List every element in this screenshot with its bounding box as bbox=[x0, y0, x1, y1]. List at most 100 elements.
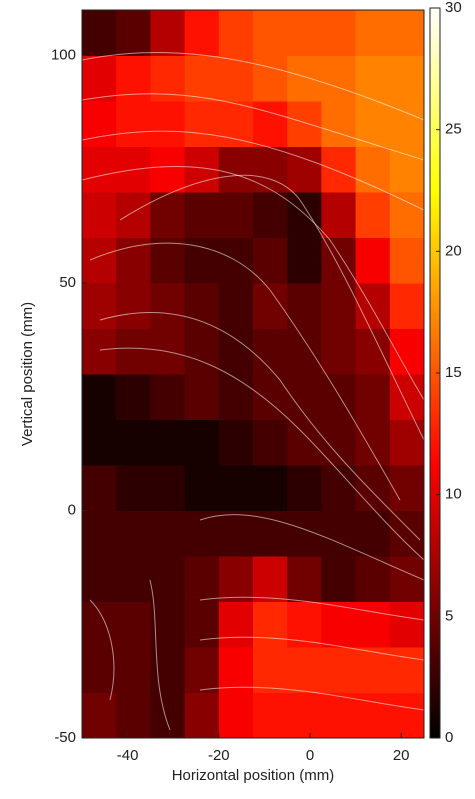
heat-cell bbox=[218, 601, 254, 648]
heat-cell bbox=[218, 510, 254, 557]
heat-cell bbox=[82, 692, 117, 738]
heat-cell bbox=[389, 283, 424, 329]
heat-cell bbox=[321, 328, 357, 375]
heat-cell bbox=[82, 465, 117, 511]
heat-cell bbox=[184, 10, 220, 56]
x-tick-label: -40 bbox=[117, 747, 139, 764]
y-tick-label: 100 bbox=[51, 46, 76, 63]
heat-cell bbox=[150, 10, 186, 56]
heat-cell bbox=[321, 283, 357, 329]
heat-cell bbox=[184, 328, 220, 375]
heat-cell bbox=[287, 283, 322, 329]
heat-cell bbox=[82, 101, 117, 147]
colorbar-tick-label: 30 bbox=[445, 0, 462, 16]
heat-cell bbox=[253, 510, 288, 557]
heat-cell bbox=[321, 510, 357, 557]
heat-cell bbox=[116, 374, 151, 420]
heat-cell bbox=[116, 237, 151, 284]
heat-cell bbox=[287, 55, 322, 102]
heat-cell bbox=[389, 192, 424, 238]
heat-cell bbox=[184, 55, 220, 102]
heat-cell bbox=[253, 465, 288, 511]
heat-cell bbox=[253, 10, 288, 56]
heat-cell bbox=[82, 283, 117, 329]
heat-cell bbox=[116, 328, 151, 375]
heat-cell bbox=[287, 374, 322, 420]
heat-cell bbox=[184, 647, 220, 693]
heat-cell bbox=[218, 374, 254, 420]
x-tick-label: 20 bbox=[393, 747, 410, 764]
heat-cell bbox=[82, 419, 117, 466]
heat-cell bbox=[355, 510, 391, 557]
heat-cell bbox=[116, 692, 151, 738]
heat-cell bbox=[253, 55, 288, 102]
heat-cell bbox=[184, 101, 220, 147]
heat-cell bbox=[150, 419, 186, 466]
heat-cell bbox=[321, 146, 357, 193]
colorbar-tick-label: 20 bbox=[445, 242, 462, 259]
heat-cell bbox=[389, 465, 424, 511]
heat-cell bbox=[184, 192, 220, 238]
heat-cell bbox=[389, 647, 424, 693]
heat-cell bbox=[321, 192, 357, 238]
heat-cell bbox=[218, 283, 254, 329]
heat-cell bbox=[389, 419, 424, 466]
heat-cell bbox=[389, 510, 424, 557]
heat-cell bbox=[389, 328, 424, 375]
heat-cell bbox=[218, 55, 254, 102]
heat-cell bbox=[355, 647, 391, 693]
heat-cell bbox=[82, 647, 117, 693]
heat-cell bbox=[150, 510, 186, 557]
heat-cell bbox=[218, 146, 254, 193]
heat-cell bbox=[253, 192, 288, 238]
heat-cell bbox=[184, 374, 220, 420]
heat-cell bbox=[218, 556, 254, 602]
heat-cell bbox=[218, 192, 254, 238]
heat-cell bbox=[116, 10, 151, 56]
heat-cell bbox=[116, 510, 151, 557]
heat-cell bbox=[184, 692, 220, 738]
heat-cell bbox=[150, 192, 186, 238]
heat-cell bbox=[184, 465, 220, 511]
heat-cell bbox=[184, 419, 220, 466]
heat-cell bbox=[218, 692, 254, 738]
heat-cell bbox=[82, 55, 117, 102]
heat-cell bbox=[82, 510, 117, 557]
colorbar-tick-label: 5 bbox=[445, 607, 453, 624]
heat-cell bbox=[218, 419, 254, 466]
heat-cell bbox=[355, 101, 391, 147]
heat-cell bbox=[389, 55, 424, 102]
heat-cell bbox=[82, 237, 117, 284]
heat-cell bbox=[116, 192, 151, 238]
heat-cell bbox=[82, 374, 117, 420]
heat-cell bbox=[321, 465, 357, 511]
heat-cell bbox=[150, 647, 186, 693]
heat-cell bbox=[287, 647, 322, 693]
heat-cell bbox=[321, 55, 357, 102]
heat-cell bbox=[389, 601, 424, 648]
heat-cell bbox=[253, 146, 288, 193]
heat-cell bbox=[82, 146, 117, 193]
heat-cell bbox=[321, 374, 357, 420]
heat-cell bbox=[287, 328, 322, 375]
heat-cell bbox=[218, 101, 254, 147]
streamlines bbox=[82, 52, 424, 731]
heat-cell bbox=[287, 601, 322, 648]
heat-cell bbox=[253, 101, 288, 147]
heat-cell bbox=[218, 647, 254, 693]
heat-cell bbox=[321, 556, 357, 602]
heat-cell bbox=[150, 374, 186, 420]
heat-cell bbox=[218, 10, 254, 56]
heat-cell bbox=[150, 101, 186, 147]
heat-cell bbox=[116, 465, 151, 511]
heat-cell bbox=[389, 692, 424, 738]
heat-cell bbox=[287, 465, 322, 511]
heat-cell bbox=[287, 237, 322, 284]
heatmap bbox=[82, 10, 424, 738]
x-tick-label: -20 bbox=[208, 747, 230, 764]
heat-cell bbox=[389, 556, 424, 602]
heat-cell bbox=[355, 374, 391, 420]
heat-cell bbox=[82, 556, 117, 602]
heat-cell bbox=[321, 647, 357, 693]
